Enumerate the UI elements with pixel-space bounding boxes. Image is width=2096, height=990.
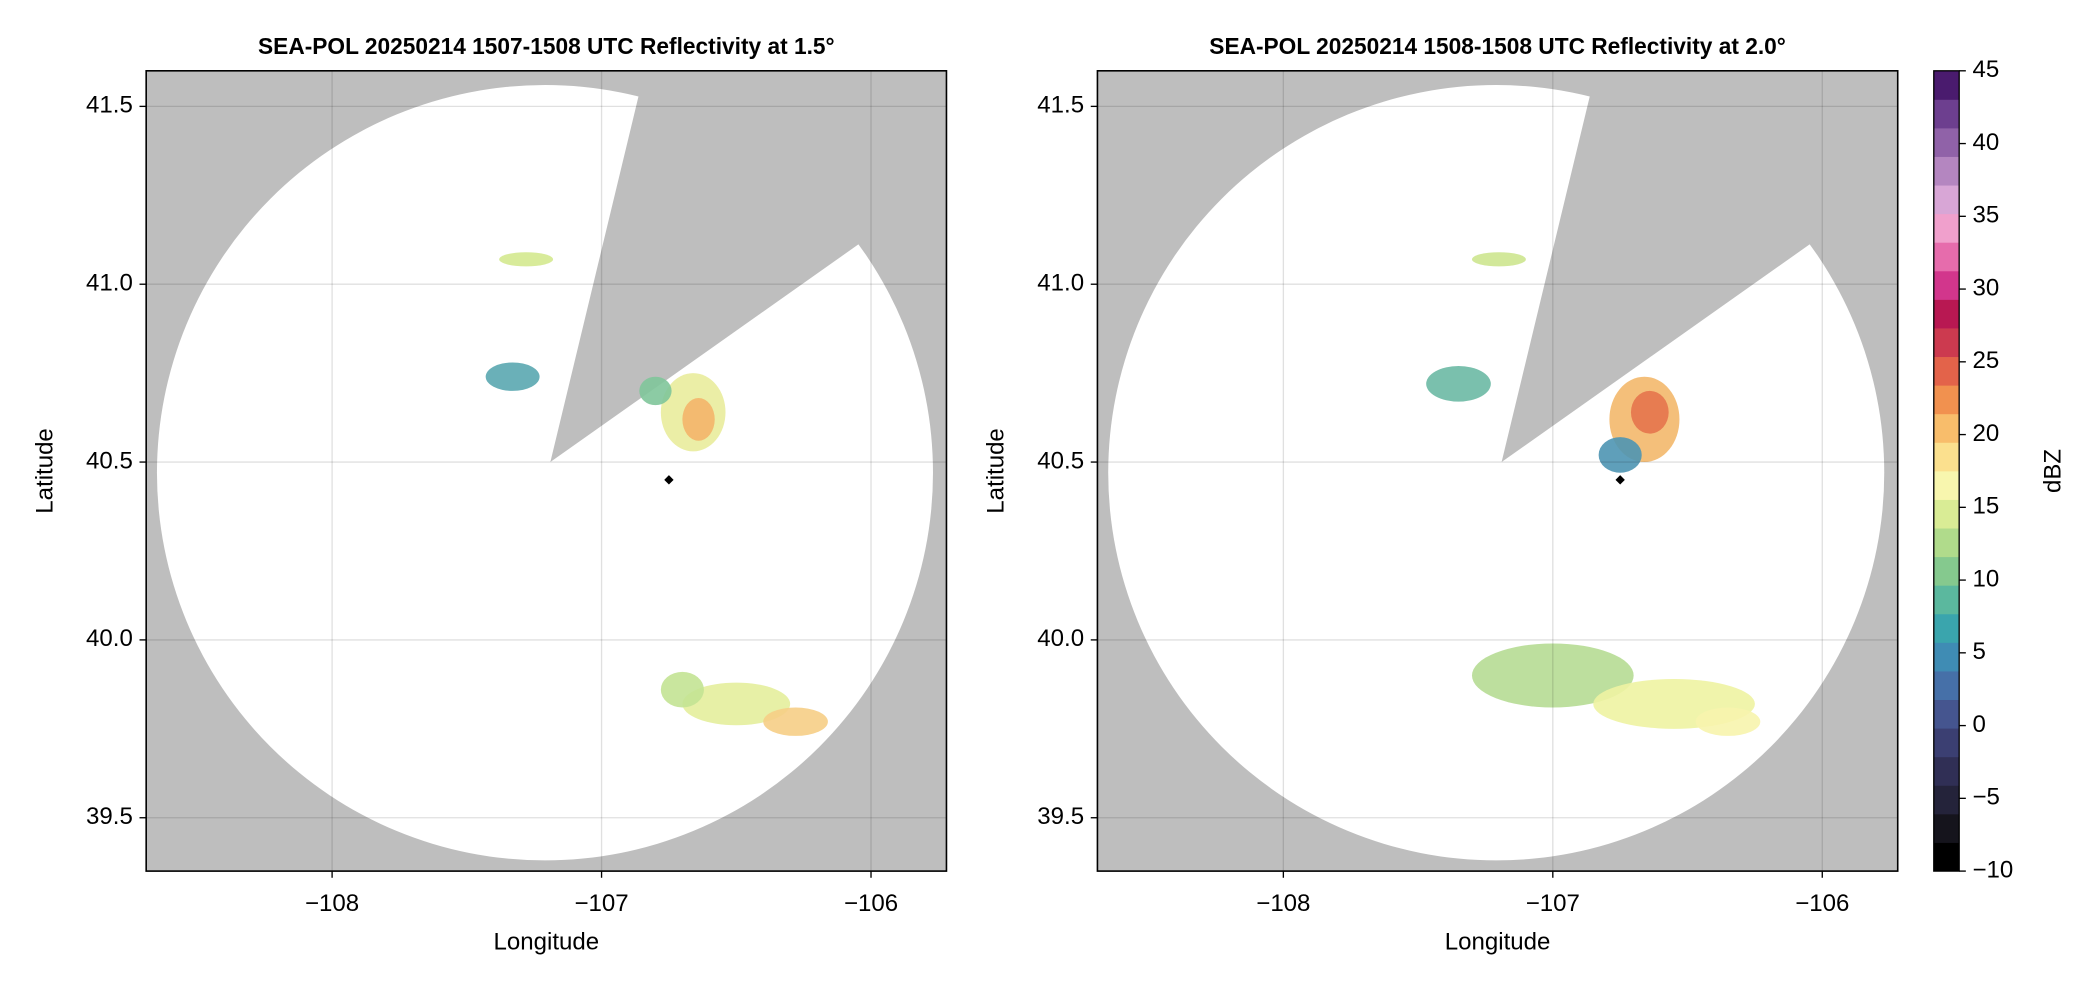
- y-tick-label: 41.5: [1037, 92, 1084, 119]
- colorbar-tick-label: 5: [1973, 638, 1986, 665]
- site-marker: [664, 475, 674, 485]
- plot-area: [146, 70, 947, 872]
- echo: [639, 376, 672, 406]
- echo: [660, 671, 704, 708]
- colorbar-segment: [1933, 556, 1960, 586]
- colorbar-segment: [1933, 213, 1960, 243]
- colorbar-tick-label: 20: [1973, 420, 2000, 447]
- y-tick-label: 40.0: [1037, 625, 1084, 652]
- echo: [499, 252, 554, 267]
- colorbar-segment: [1933, 328, 1960, 358]
- colorbar-segment: [1933, 385, 1960, 415]
- colorbar-segment: [1933, 413, 1960, 443]
- colorbar-segment: [1933, 356, 1960, 386]
- colorbar-segment: [1933, 242, 1960, 272]
- echo: [1471, 643, 1634, 708]
- echo: [682, 398, 715, 441]
- colorbar-segment: [1933, 756, 1960, 786]
- y-tick-label: 39.5: [1037, 803, 1084, 830]
- colorbar-segment: [1933, 585, 1960, 615]
- y-tick-label: 41.0: [1037, 270, 1084, 297]
- x-tick-label: −108: [305, 890, 359, 917]
- y-tick-label: 41.0: [86, 270, 133, 297]
- colorbar-segment: [1933, 442, 1960, 472]
- colorbar-segment: [1933, 813, 1960, 843]
- colorbar-tick-label: 0: [1973, 711, 1986, 738]
- y-tick-label: 39.5: [86, 803, 133, 830]
- colorbar-segment: [1933, 642, 1960, 672]
- echo: [1426, 366, 1491, 402]
- colorbar-segment: [1933, 99, 1960, 129]
- x-axis-label: Longitude: [494, 929, 600, 956]
- colorbar-segment: [1933, 127, 1960, 157]
- colorbar-segment: [1933, 785, 1960, 815]
- y-axis-label: Latitude: [31, 428, 58, 514]
- colorbar-segment: [1933, 470, 1960, 500]
- x-tick-label: −107: [1526, 890, 1580, 917]
- blocked-sector: [1501, 70, 1898, 463]
- colorbar-segment: [1933, 185, 1960, 215]
- colorbar-tick-label: 35: [1973, 202, 2000, 229]
- x-tick-label: −108: [1256, 890, 1310, 917]
- echo: [485, 362, 540, 391]
- colorbar-segment: [1933, 728, 1960, 758]
- colorbar-tick-label: 40: [1973, 129, 2000, 156]
- x-tick-label: −106: [1795, 890, 1849, 917]
- colorbar-segment: [1933, 699, 1960, 729]
- blocked-sector: [550, 70, 947, 463]
- colorbar-tick-label: 45: [1973, 56, 2000, 83]
- panel-title: SEA-POL 20250214 1508-1508 UTC Reflectiv…: [1209, 33, 1786, 59]
- frame: [1096, 70, 1899, 872]
- plot-area: [1097, 70, 1898, 872]
- echo: [1630, 390, 1669, 434]
- colorbar-tick-label: −10: [1973, 856, 2014, 883]
- y-tick-label: 41.5: [86, 92, 133, 119]
- y-tick-label: 40.5: [1037, 447, 1084, 474]
- echo: [1598, 437, 1642, 473]
- colorbar-segment: [1933, 70, 1960, 100]
- echo: [1471, 252, 1526, 267]
- y-tick-label: 40.0: [86, 625, 133, 652]
- colorbar-tick-label: −5: [1973, 784, 2000, 811]
- y-tick-label: 40.5: [86, 447, 133, 474]
- colorbar-segment: [1933, 499, 1960, 529]
- colorbar-frame: [1933, 70, 1960, 872]
- colorbar-tick-label: 30: [1973, 274, 2000, 301]
- colorbar-segment: [1933, 613, 1960, 643]
- colorbar-tick-label: 25: [1973, 347, 2000, 374]
- y-axis-label: Latitude: [983, 428, 1010, 514]
- colorbar-segment: [1933, 671, 1960, 701]
- frame: [145, 70, 948, 872]
- colorbar-tick-label: 15: [1973, 493, 2000, 520]
- x-tick-label: −106: [844, 890, 898, 917]
- echo: [1695, 707, 1761, 736]
- colorbar-segment: [1933, 270, 1960, 300]
- x-axis-label: Longitude: [1445, 929, 1551, 956]
- colorbar-segment: [1933, 528, 1960, 558]
- echo: [763, 707, 828, 736]
- colorbar-tick-label: 10: [1973, 565, 2000, 592]
- colorbar-segment: [1933, 156, 1960, 186]
- colorbar-label: dBZ: [2039, 449, 2066, 493]
- colorbar-segment: [1933, 842, 1960, 872]
- x-tick-label: −107: [574, 890, 628, 917]
- panel-title: SEA-POL 20250214 1507-1508 UTC Reflectiv…: [258, 33, 835, 59]
- colorbar-segment: [1933, 299, 1960, 329]
- echo: [682, 682, 791, 726]
